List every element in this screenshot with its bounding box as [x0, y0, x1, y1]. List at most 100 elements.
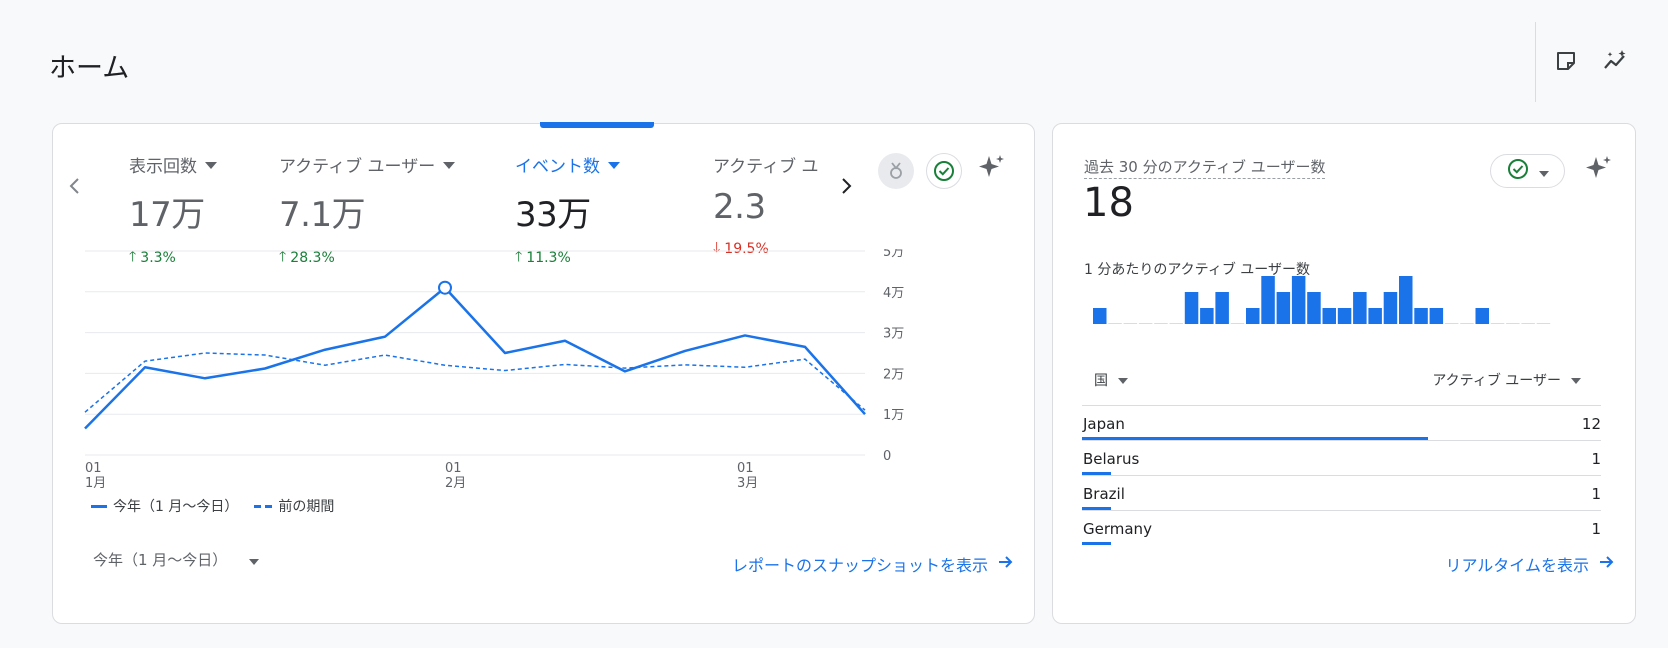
- metric-label: イベント数: [515, 157, 600, 177]
- per-minute-bar: [1322, 308, 1336, 324]
- arrow-up-icon: 🡑: [515, 249, 523, 265]
- sparkle-icon[interactable]: [974, 149, 1010, 185]
- note-icon[interactable]: [1549, 44, 1583, 78]
- per-minute-bar: [1093, 308, 1107, 324]
- link-label: レポートのスナップショットを表示: [731, 556, 988, 575]
- country-name: Belarus: [1083, 450, 1140, 468]
- per-minute-bar: [1353, 292, 1367, 324]
- country-column-header[interactable]: 国: [1094, 370, 1128, 390]
- x-tick-day: 01: [445, 461, 462, 476]
- series-line-previous: [84, 352, 866, 413]
- share-bar: [1082, 542, 1112, 545]
- y-tick-label: 3万: [883, 327, 904, 342]
- country-users: 12: [1581, 415, 1601, 433]
- date-range-select[interactable]: 今年（1 月〜今日）: [93, 549, 260, 570]
- metric-value: 33万: [515, 195, 591, 235]
- y-tick-label: 4万: [883, 286, 904, 301]
- per-minute-bar: [1215, 292, 1229, 324]
- country-users: 1: [1591, 520, 1601, 538]
- metric-delta: 28.3%: [290, 250, 335, 266]
- per-minute-bar: [1475, 308, 1489, 324]
- country-users: 1: [1591, 485, 1601, 503]
- metric-label: アクティブ ユーザー: [279, 157, 436, 177]
- y-tick-label: 2万: [883, 367, 904, 382]
- realtime-title[interactable]: 過去 30 分のアクティブ ユーザー数: [1084, 156, 1326, 179]
- country-name: Japan: [1083, 415, 1125, 433]
- legend-label: 今年（1 月〜今日）: [113, 499, 239, 515]
- per-minute-bar: [1261, 276, 1275, 324]
- chart-legend: 今年（1 月〜今日） 前の期間: [91, 496, 334, 516]
- per-minute-bar: [1200, 308, 1214, 324]
- legend-label: 前の期間: [278, 499, 335, 515]
- check-status-icon: [1507, 158, 1529, 184]
- metric-delta: 3.3%: [140, 250, 176, 266]
- x-tick-month: 2月: [445, 476, 466, 489]
- realtime-value: 18: [1083, 180, 1134, 226]
- arrow-right-icon: [1599, 554, 1615, 574]
- caret-down-icon: [1538, 162, 1549, 181]
- overview-card: 表示回数 17万 🡑 3.3% アクティブ ユーザー 7.1万 🡑 28.3% イベ…: [52, 122, 1035, 624]
- table-row[interactable]: Brazil 1: [1082, 475, 1601, 510]
- country-name: Germany: [1083, 520, 1152, 538]
- realtime-status-button[interactable]: [1490, 154, 1565, 188]
- metric-active-users[interactable]: アクティブ ユーザー 7.1万 🡑 28.3%: [279, 152, 479, 266]
- caret-down-icon: [608, 155, 620, 175]
- legend-current: 今年（1 月〜今日）: [91, 496, 238, 516]
- realtime-card: 過去 30 分のアクティブ ユーザー数 18 1 分あたりのアクティブ ユーザー…: [1052, 123, 1636, 624]
- active-tab-indicator: [540, 122, 654, 128]
- sparkle-icon[interactable]: [1581, 150, 1617, 186]
- legend-swatch-dashed: [254, 504, 273, 508]
- legend-previous: 前の期間: [254, 496, 334, 516]
- table-row[interactable]: Japan 12: [1082, 405, 1601, 440]
- per-minute-bar: [1184, 292, 1199, 324]
- metric-active-users-per[interactable]: アクティブ ユ 2.3 🡓 19.5%: [713, 152, 873, 254]
- arrow-up-icon: 🡑: [279, 249, 287, 265]
- metric-value: 2.3: [713, 187, 766, 227]
- per-minute-bar: [1291, 276, 1306, 324]
- metric-label: 表示回数: [129, 157, 197, 177]
- arrow-up-icon: 🡑: [129, 249, 137, 265]
- metric-event-count[interactable]: イベント数 33万 🡑 11.3%: [515, 152, 690, 266]
- x-tick-day: 01: [737, 461, 754, 476]
- badge-icon[interactable]: [878, 153, 914, 189]
- x-tick-month: 1月: [85, 476, 106, 489]
- per-minute-bar-chart: [1093, 276, 1551, 324]
- caret-down-icon: [205, 155, 217, 175]
- table-row[interactable]: Germany 1: [1082, 510, 1601, 545]
- view-realtime-link[interactable]: リアルタイムを表示: [1445, 552, 1615, 576]
- insights-icon[interactable]: [1598, 44, 1632, 78]
- x-tick-day: 01: [85, 461, 102, 476]
- metric-views[interactable]: 表示回数 17万 🡑 3.3%: [129, 152, 304, 266]
- per-minute-bar: [1246, 308, 1260, 324]
- users-column-header[interactable]: アクティブ ユーザー: [1432, 370, 1581, 390]
- legend-swatch-solid: [91, 504, 107, 508]
- caret-down-icon: [1118, 372, 1128, 388]
- date-range-label: 今年（1 月〜今日）: [93, 551, 228, 569]
- per-minute-bar: [1383, 292, 1398, 324]
- share-bar: [1082, 507, 1112, 510]
- share-bar: [1082, 437, 1429, 440]
- column-label: 国: [1094, 373, 1108, 389]
- series-line-current: [84, 286, 866, 430]
- country-table: Japan 12 Belarus 1 Brazil 1 Germany 1: [1082, 405, 1601, 545]
- highlight-point: [438, 280, 452, 295]
- check-status-icon[interactable]: [926, 153, 962, 189]
- per-minute-bar: [1414, 308, 1428, 324]
- next-metrics-button[interactable]: [832, 172, 860, 200]
- per-minute-bar: [1337, 308, 1352, 324]
- arrow-right-icon: [998, 554, 1014, 574]
- arrow-down-icon: 🡓: [713, 240, 721, 254]
- x-tick-month: 3月: [737, 476, 758, 489]
- metric-label: アクティブ ユ: [713, 157, 819, 177]
- prev-metrics-button[interactable]: [61, 172, 89, 200]
- share-bar: [1082, 472, 1112, 475]
- caret-down-icon: [443, 155, 456, 175]
- country-users: 1: [1591, 450, 1601, 468]
- per-minute-bar: [1399, 276, 1413, 324]
- y-tick-label: 0: [883, 449, 891, 464]
- caret-down-icon: [1571, 372, 1581, 388]
- table-row[interactable]: Belarus 1: [1082, 440, 1601, 475]
- view-snapshot-link[interactable]: レポートのスナップショットを表示: [732, 552, 1014, 576]
- column-label: アクティブ ユーザー: [1432, 373, 1561, 389]
